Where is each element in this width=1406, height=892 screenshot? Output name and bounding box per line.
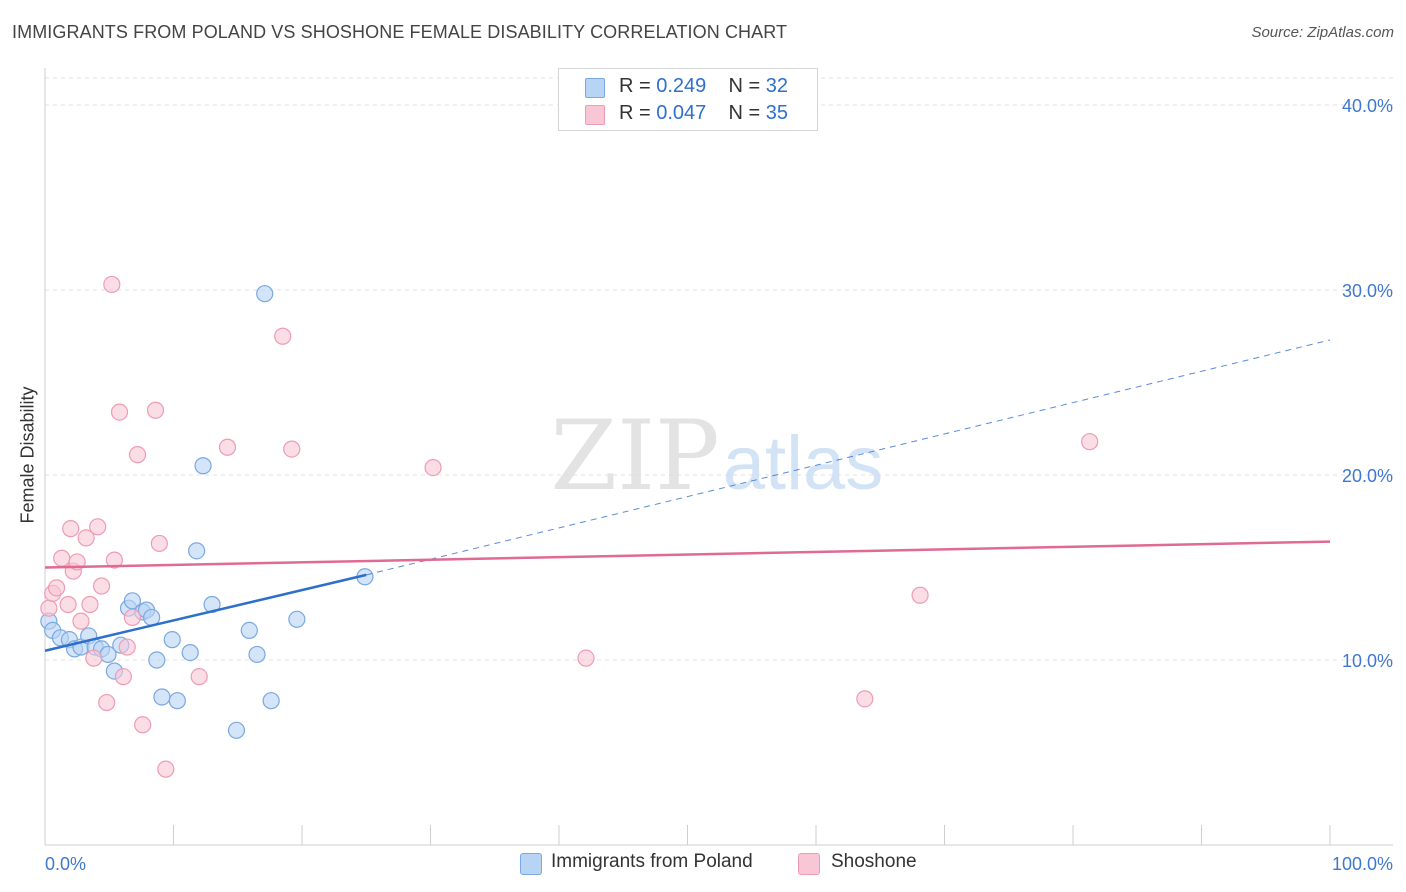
data-point (110, 403, 129, 421)
data-point (288, 610, 306, 628)
trend-line-shoshone (44, 540, 1331, 569)
data-point (157, 760, 175, 778)
data-point (188, 542, 206, 560)
axis-layer (44, 68, 1393, 846)
data-point (262, 692, 280, 710)
data-point (47, 579, 66, 597)
chart-title: IMMIGRANTS FROM POLAND VS SHOSHONE FEMAL… (12, 22, 788, 42)
source-credit: Source: ZipAtlas.com (1251, 24, 1394, 41)
data-point (123, 592, 141, 610)
legend-n-value: 32 (765, 75, 789, 97)
data-point (181, 643, 199, 662)
legend-r-label: R = (619, 75, 657, 97)
data-point (103, 275, 121, 294)
data-point (240, 621, 258, 640)
data-point (1081, 433, 1099, 451)
data-point (72, 612, 90, 630)
bottom-legend-poland: Immigrants from Poland (551, 851, 753, 872)
y-tick-label: 30.0% (1342, 281, 1393, 301)
legend-swatch-shoshone (585, 105, 605, 125)
trend-line-poland-extended (366, 339, 1331, 576)
data-point (148, 651, 166, 669)
data-point (134, 716, 152, 734)
legend-n-label: N = (728, 75, 766, 97)
data-point (85, 649, 103, 667)
data-point (114, 668, 132, 686)
data-point (194, 457, 212, 475)
data-point (168, 692, 186, 710)
trend-line-poland (44, 573, 367, 652)
bottom-legend-shoshone: Shoshone (831, 851, 917, 872)
data-point (911, 586, 929, 604)
series-immigrants-from-poland (40, 285, 374, 739)
watermark-atlas: atlas (723, 421, 884, 506)
legend-r-value: 0.249 (656, 75, 707, 97)
tick-labels: 10.0% 20.0% 30.0% 40.0% 0.0% 100.0% (45, 96, 1393, 874)
data-point (153, 688, 171, 706)
data-point (118, 638, 136, 656)
data-point (40, 599, 58, 617)
x-tick-label: 0.0% (45, 854, 86, 874)
data-point (128, 446, 147, 464)
data-point (163, 631, 181, 649)
legend-n-label: N = (728, 102, 766, 124)
data-point (227, 721, 246, 739)
legend-swatch-poland (585, 78, 605, 98)
data-point (150, 534, 168, 553)
data-point (256, 285, 274, 303)
data-point (424, 459, 442, 477)
stats-legend: R = 0.249 N = 32 R = 0.047 N = 35 (558, 68, 818, 131)
bottom-legend-swatch-shoshone (798, 853, 820, 875)
data-point (248, 645, 266, 664)
data-point (146, 401, 165, 419)
data-point (123, 608, 141, 627)
data-point (283, 440, 301, 458)
data-point (89, 518, 107, 536)
data-point (98, 693, 116, 712)
legend-r-value: 0.047 (656, 102, 707, 124)
legend-r-label: R = (619, 102, 657, 124)
y-tick-label: 40.0% (1342, 96, 1393, 116)
data-point (62, 520, 80, 538)
data-point (105, 551, 123, 569)
data-point (856, 690, 874, 708)
data-point (577, 649, 595, 667)
data-point (81, 595, 99, 614)
data-point (77, 529, 95, 547)
data-point (274, 327, 292, 345)
bottom-legend-swatch-poland (520, 853, 542, 875)
data-point (59, 595, 77, 614)
data-point (190, 668, 208, 686)
x-tick-label: 100.0% (1332, 854, 1393, 874)
legend-n-value: 35 (765, 102, 789, 124)
y-axis-label: Female Disability (17, 386, 38, 524)
data-point (92, 577, 111, 595)
grid-layer (45, 77, 1393, 661)
watermark-zip: ZIP (550, 400, 719, 512)
series-shoshone (40, 275, 1099, 778)
data-point (218, 438, 237, 456)
watermark: ZIP atlas (550, 400, 883, 512)
data-point (53, 549, 71, 567)
y-tick-label: 20.0% (1342, 466, 1393, 486)
y-tick-label: 10.0% (1342, 651, 1393, 671)
trend-lines (44, 339, 1331, 652)
